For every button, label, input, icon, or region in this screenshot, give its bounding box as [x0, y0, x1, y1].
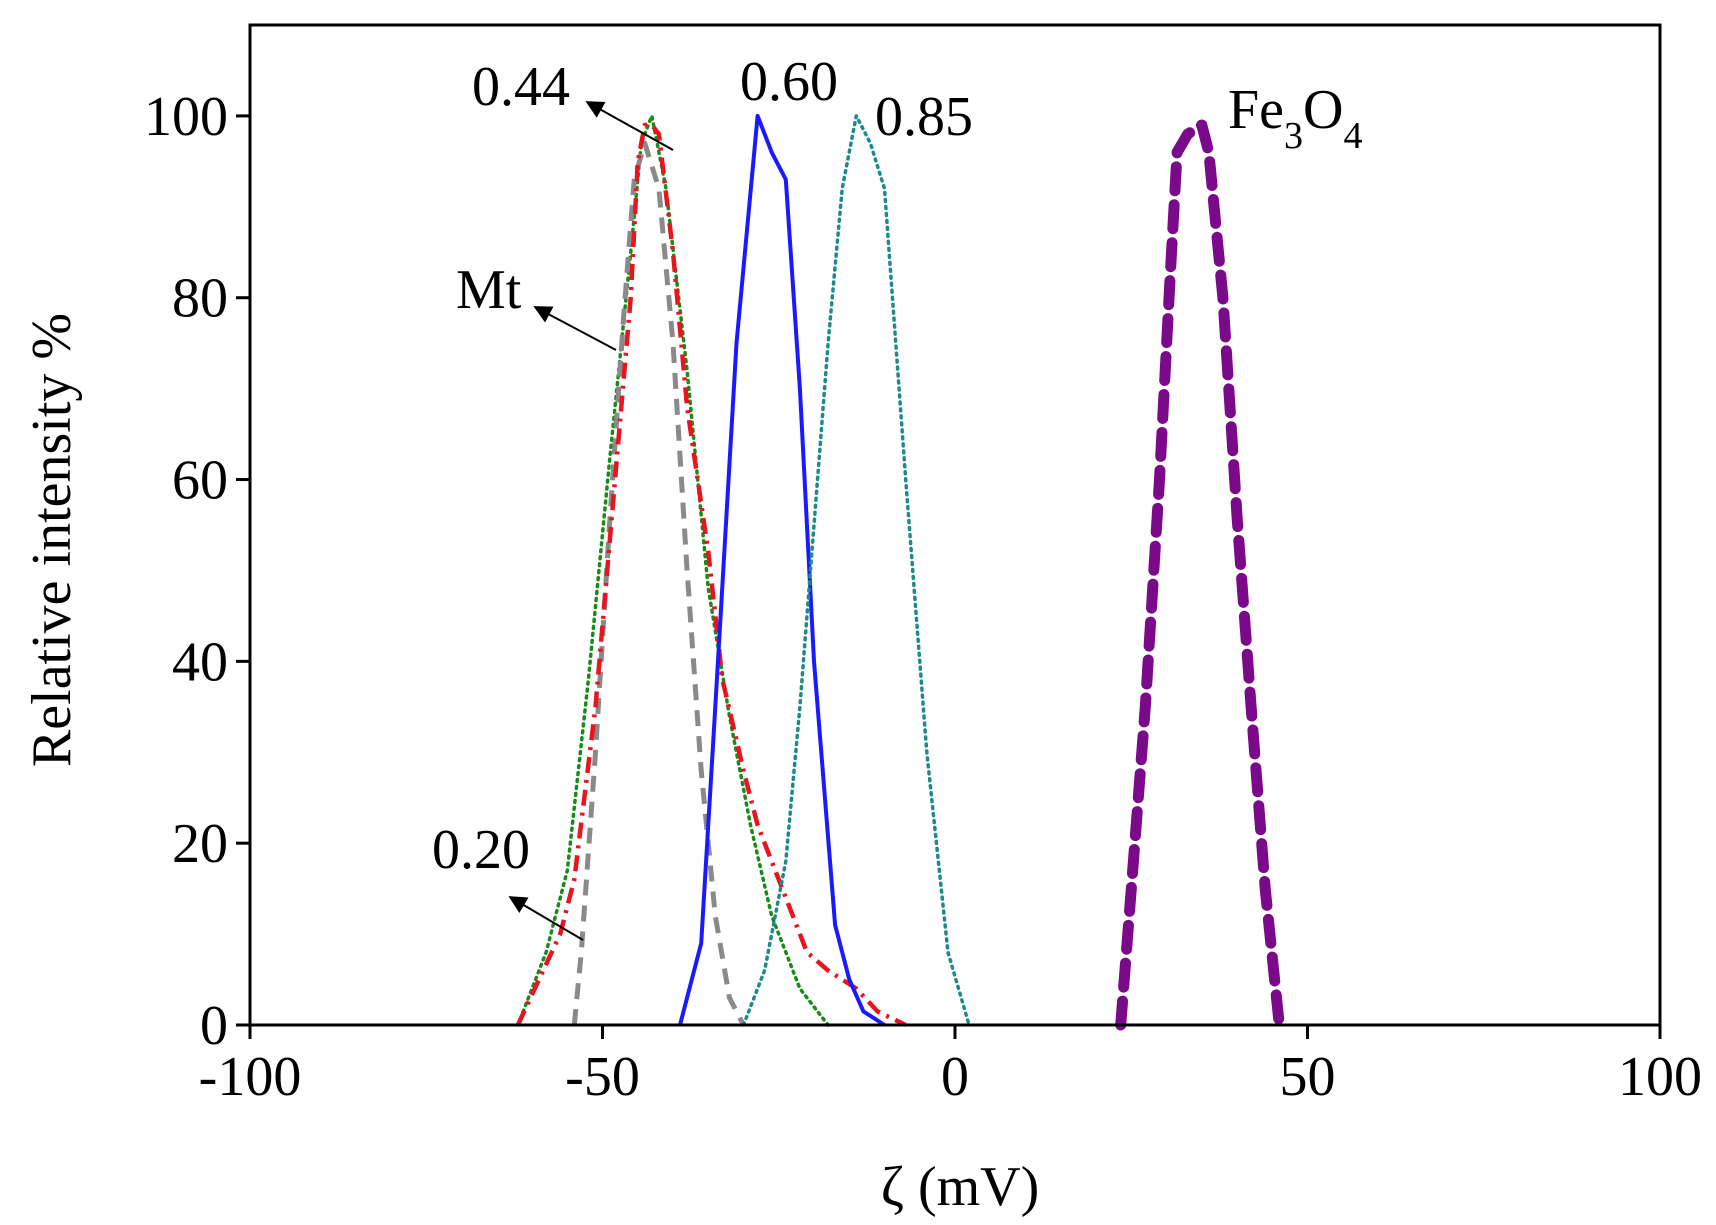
label-mt: Mt [456, 259, 522, 321]
fe3o4-sub-4: 4 [1343, 115, 1362, 157]
series-line-0-60 [678, 113, 886, 1027]
arrow-0-44 [585, 101, 674, 151]
annotations: 0.44 0.60 0.85 Fe3O4 Mt 0.20 [432, 51, 1362, 941]
label-0-85: 0.85 [875, 86, 973, 148]
fe3o4-sub-3: 3 [1284, 115, 1303, 157]
label-fe3o4: Fe3O4 [1228, 79, 1362, 157]
y-tick-label: 60 [172, 450, 228, 512]
fe3o4-fe: Fe [1228, 79, 1284, 141]
arrow-mt [533, 306, 617, 351]
series-line-0-44 [515, 122, 907, 1028]
label-0-20: 0.20 [432, 819, 530, 881]
label-0-44: 0.44 [472, 56, 570, 118]
x-tick-label: 0 [941, 1046, 969, 1108]
ticks-layer: -100 -50 0 50 100 0 20 40 60 80 100 [144, 86, 1702, 1108]
x-tick-label: -100 [199, 1046, 302, 1108]
series-line-fe3o4 [1115, 119, 1285, 1031]
series-line-mt [516, 114, 830, 1027]
arrow-0-20 [508, 896, 584, 941]
x-axis-title: ζ (mV) [881, 1156, 1039, 1218]
y-tick-label: 40 [172, 631, 228, 693]
series-layer [515, 113, 1285, 1031]
y-tick-label: 100 [144, 86, 228, 148]
series-line-0-20 [571, 140, 746, 1027]
x-tick-label: 100 [1618, 1046, 1702, 1108]
y-tick-label: 0 [200, 995, 228, 1057]
fe3o4-o: O [1303, 79, 1343, 141]
y-tick-label: 20 [172, 813, 228, 875]
x-tick-label: -50 [565, 1046, 640, 1108]
y-tick-label: 80 [172, 268, 228, 330]
y-axis-title: Relative intensity % [21, 313, 83, 767]
series-line-0-85 [741, 114, 971, 1027]
x-tick-label: 50 [1280, 1046, 1336, 1108]
label-0-60: 0.60 [740, 51, 838, 113]
